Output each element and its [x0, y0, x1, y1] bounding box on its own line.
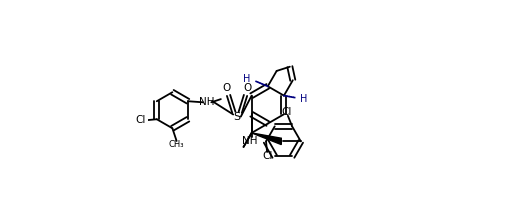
- Text: NH: NH: [242, 136, 257, 146]
- Text: O: O: [243, 83, 252, 93]
- Text: H: H: [243, 74, 250, 84]
- Text: S: S: [234, 112, 241, 122]
- Text: Cl: Cl: [136, 115, 146, 125]
- Text: H: H: [300, 94, 307, 104]
- Text: O: O: [223, 83, 231, 93]
- Text: Cl: Cl: [262, 151, 272, 161]
- Text: Cl: Cl: [281, 106, 292, 117]
- Text: CH₃: CH₃: [169, 140, 184, 149]
- Polygon shape: [251, 133, 281, 145]
- Text: NH: NH: [199, 97, 215, 107]
